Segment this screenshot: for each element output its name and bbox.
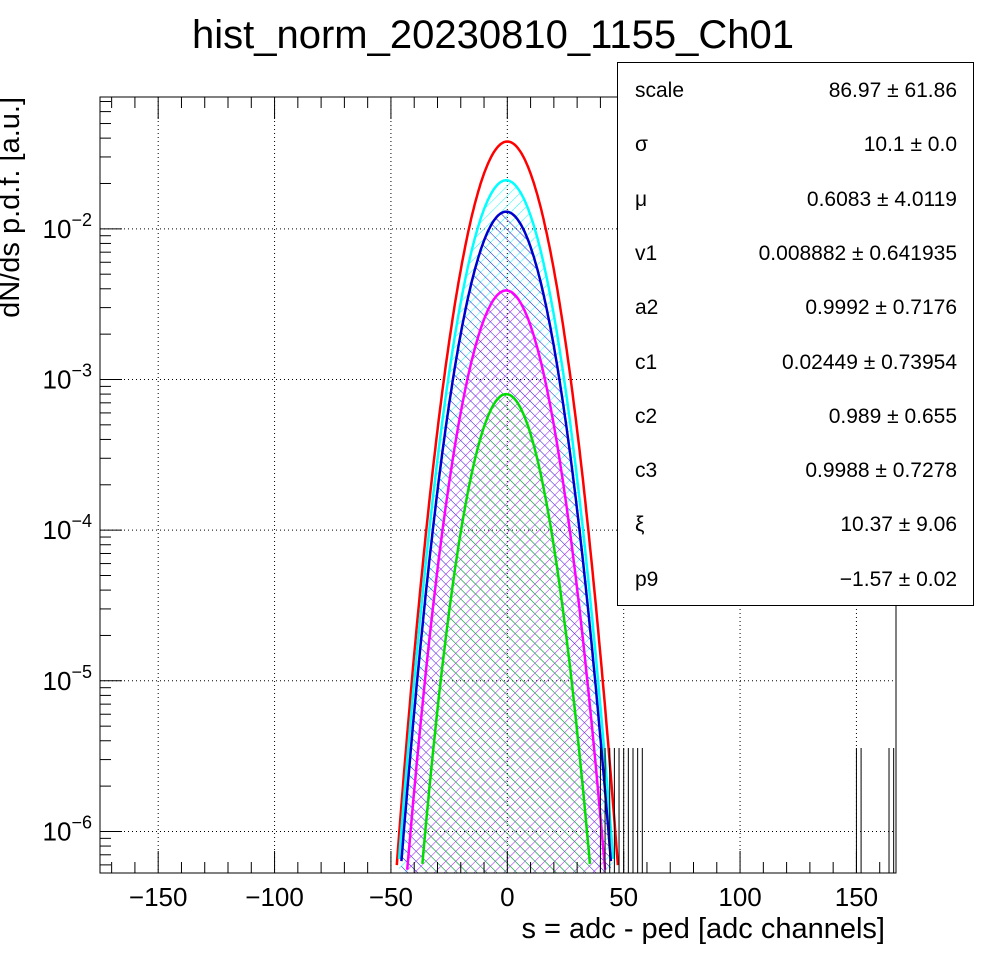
x-tick-label: −100	[245, 882, 304, 912]
stats-param-value: 10.1 ± 0.0	[863, 133, 957, 157]
stats-param-value: 10.37 ± 9.06	[840, 513, 957, 537]
x-tick-label: −50	[369, 882, 413, 912]
stats-param-value: 0.6083 ± 4.0119	[806, 187, 957, 211]
x-tick-label: 100	[718, 882, 761, 912]
stats-row: p9 −1.57 ± 0.02	[618, 552, 973, 606]
series-line	[405, 289, 607, 870]
fit-stats-box: scale 86.97 ± 61.86 σ 10.1 ± 0.0 μ 0.6083 ± 4…	[617, 62, 974, 606]
series-line	[395, 140, 620, 866]
stats-param-name: a2	[635, 296, 659, 320]
stats-row: c3 0.9988 ± 0.7278	[618, 443, 973, 497]
stats-param-value: −1.57 ± 0.02	[839, 567, 957, 591]
stats-row: ξ 10.37 ± 9.06	[618, 497, 973, 551]
y-tick-label: 10−2	[43, 210, 92, 244]
stats-param-name: v1	[635, 241, 658, 265]
y-tick-label: 10−5	[43, 662, 92, 696]
x-tick-label: 150	[835, 882, 878, 912]
y-tick-label: 10−3	[43, 360, 92, 394]
stats-param-value: 0.008882 ± 0.641935	[758, 241, 957, 265]
chart-title: hist_norm_20230810_1155_Ch01	[192, 13, 794, 57]
stats-param-name: c1	[635, 350, 658, 374]
stats-param-value: 0.9992 ± 0.7176	[805, 296, 957, 320]
x-axis-label: s = adc - ped [adc channels]	[521, 913, 885, 945]
x-tick-label: −150	[129, 882, 188, 912]
series-line	[421, 392, 592, 865]
x-tick-label: 0	[500, 882, 514, 912]
stats-param-value: 0.989 ± 0.655	[828, 404, 957, 428]
series-line	[397, 179, 615, 860]
stats-row: σ 10.1 ± 0.0	[618, 117, 973, 171]
y-axis-label: dN/ds p.d.f. [a.u.]	[0, 97, 26, 318]
x-tick-label: 50	[609, 882, 638, 912]
y-tick-label: 10−4	[43, 511, 92, 545]
stats-param-name: p9	[635, 567, 659, 591]
stats-param-name: c2	[635, 404, 658, 428]
stats-row: c1 0.02449 ± 0.73954	[618, 335, 973, 389]
stats-row: v1 0.008882 ± 0.641935	[618, 226, 973, 280]
stats-row: a2 0.9992 ± 0.7176	[618, 280, 973, 334]
y-tick-label: 10−6	[43, 812, 92, 846]
data-tail-bars	[599, 748, 895, 873]
stats-row: scale 86.97 ± 61.86	[618, 63, 973, 117]
stats-param-value: 0.9988 ± 0.7278	[805, 459, 957, 483]
stats-param-name: μ	[635, 187, 648, 211]
stats-row: μ 0.6083 ± 4.0119	[618, 172, 973, 226]
stats-row: c2 0.989 ± 0.655	[618, 389, 973, 443]
stats-param-name: scale	[635, 79, 685, 102]
stats-param-value: 0.02449 ± 0.73954	[781, 350, 957, 374]
stats-param-name: ξ	[635, 513, 645, 537]
y-axis: 10−2 10−3 10−4 10−5 10−6	[43, 101, 122, 866]
series-line	[400, 210, 613, 862]
curves	[395, 140, 620, 874]
stats-param-name: σ	[635, 133, 648, 157]
stats-param-name: c3	[635, 459, 658, 483]
stats-param-value: 86.97 ± 61.86	[828, 79, 957, 102]
